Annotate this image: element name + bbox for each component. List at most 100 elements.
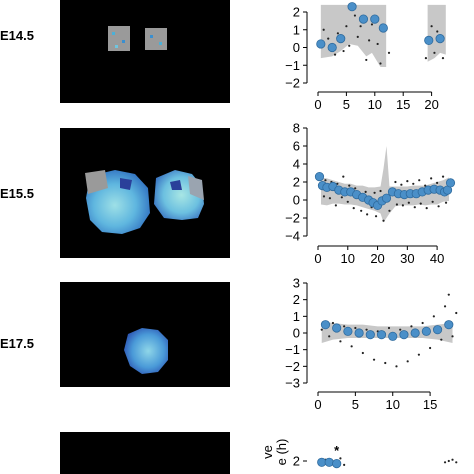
y-tick-label-2-3: 4 (293, 157, 300, 172)
scatter-point-2-32 (418, 179, 421, 182)
scatter-point-3-23 (443, 305, 447, 308)
scatter-point-1-8 (353, 14, 357, 17)
scatter-point-2-38 (436, 181, 439, 184)
scatter-point-3-13 (387, 326, 391, 330)
confidence-band-3-1 (321, 321, 453, 343)
scatter-point-3-7 (354, 326, 357, 330)
scatter-point-2-2 (322, 195, 326, 198)
scatter-point-2-33 (419, 202, 422, 205)
image-panel-e14-5 (60, 0, 230, 103)
scatter-point-2-31 (413, 206, 416, 209)
y-tick-label-4-1: 2 (293, 454, 300, 469)
scatter-point-2-6 (334, 204, 337, 207)
scatter-point-2-16 (364, 190, 367, 193)
mean-point-3-9 (410, 328, 420, 338)
mean-point-1-5 (358, 14, 369, 24)
scatter-point-2-4 (328, 197, 332, 200)
scatter-point-3-2 (328, 335, 331, 338)
scatter-point-1-21 (441, 57, 445, 60)
image-panel-e17-5 (60, 282, 230, 387)
tissue-image-e17-5 (124, 328, 168, 374)
scatter-point-4-7 (455, 461, 458, 464)
mean-point-1-3 (336, 34, 346, 44)
y-tick-label-3-4: 0 (293, 326, 300, 341)
mean-point-1-1 (316, 39, 326, 49)
x-tick-label-1-4: 15 (396, 97, 410, 112)
tissue-dark-region (170, 180, 182, 190)
mean-point-3-6 (376, 330, 387, 340)
mean-point-2-1 (314, 172, 325, 182)
scatter-point-2-3 (324, 179, 327, 182)
scatter-point-1-1 (322, 28, 325, 31)
scatter-point-4-5 (447, 459, 450, 463)
scatter-point-2-10 (346, 200, 349, 203)
x-tick-label-2-3: 20 (370, 251, 384, 266)
cell-spot (112, 32, 115, 35)
scatter-point-1-18 (430, 25, 433, 28)
tissue-dark-region (120, 178, 132, 190)
mean-point-1-8 (424, 35, 434, 46)
scatter-point-2-39 (437, 205, 440, 208)
scatter-point-3-18 (417, 353, 420, 356)
scatter-point-1-6 (345, 25, 348, 28)
scatter-point-2-34 (424, 184, 427, 187)
scatter-point-2-21 (379, 189, 382, 193)
y-tick-label-2-2: 6 (293, 139, 300, 154)
scatter-point-1-20 (436, 30, 439, 33)
scatter-point-2-11 (348, 184, 351, 187)
y-tick-label-1-5: −2 (285, 76, 300, 91)
mean-point-3-5 (365, 330, 375, 340)
mean-point-3-11 (432, 325, 443, 335)
scatter-point-2-27 (401, 204, 404, 207)
mean-point-3-7 (388, 331, 398, 341)
scatter-point-2-36 (430, 177, 433, 180)
mean-point-3-3 (343, 326, 353, 336)
mean-point-1-4 (347, 2, 357, 12)
y-axis-label-4-line-2: e (h) (274, 439, 289, 466)
x-tick-label-1-3: 10 (368, 97, 382, 112)
scatter-point-3-25 (451, 335, 454, 338)
scatter-point-3-19 (421, 321, 424, 325)
scatter-point-2-8 (340, 196, 343, 199)
x-tick-label-1-1: 0 (314, 97, 321, 112)
cell-spot (150, 35, 153, 38)
scatter-point-4-3 (343, 463, 346, 466)
y-tick-label-3-6: −2 (285, 359, 300, 374)
scatter-point-2-25 (395, 203, 399, 206)
scatter-point-2-17 (366, 213, 369, 216)
mean-point-4-3 (332, 458, 342, 469)
mean-point-2-26 (445, 178, 456, 188)
mean-point-1-2 (327, 42, 337, 53)
scatter-point-3-26 (455, 311, 458, 315)
confidence-band-1-2 (427, 4, 446, 62)
mean-point-1-9 (435, 34, 445, 44)
scatter-point-2-9 (342, 175, 345, 178)
y-tick-label-1-2: 1 (293, 22, 300, 37)
x-tick-label-2-4: 30 (400, 251, 414, 266)
x-tick-label-2-2: 10 (341, 251, 355, 266)
tissue-image-e14-5 (108, 26, 167, 51)
x-tick-label-1-5: 20 (424, 97, 438, 112)
mean-point-4-2 (324, 457, 334, 467)
image-panel-e15-5 (60, 128, 230, 258)
scatter-point-3-15 (399, 328, 402, 331)
cell-spot (159, 42, 162, 45)
scatter-point-2-24 (394, 180, 397, 184)
mean-point-3-8 (399, 330, 409, 340)
row-label-e14-5: E14.5 (0, 28, 34, 43)
row-label-e15-5: E15.5 (0, 186, 34, 201)
mean-point-3-12 (444, 320, 454, 330)
mean-point-3-2 (332, 323, 342, 333)
scatter-point-3-1 (320, 328, 323, 331)
scatter-point-2-29 (407, 201, 410, 204)
y-tick-label-3-5: −1 (285, 342, 300, 357)
scatter-point-2-15 (360, 209, 363, 212)
confidence-band-2-1 (320, 146, 450, 223)
scatter-point-2-37 (431, 200, 434, 203)
cell-spot (115, 45, 118, 48)
scatter-point-3-14 (395, 365, 398, 368)
mean-point-1-7 (378, 23, 388, 33)
scatter-point-1-7 (348, 44, 351, 47)
